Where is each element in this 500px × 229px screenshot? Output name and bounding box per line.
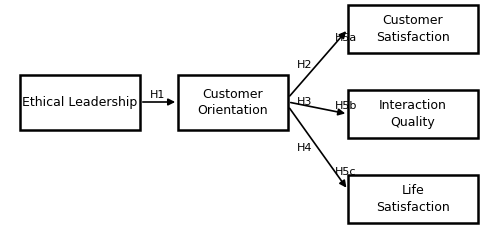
Text: H1: H1 (150, 90, 166, 100)
Bar (348, 175, 478, 223)
Bar (178, 75, 288, 130)
Text: H2: H2 (297, 60, 313, 70)
Text: Ethical Leadership: Ethical Leadership (22, 96, 138, 109)
Text: Life
Satisfaction: Life Satisfaction (376, 184, 450, 214)
Text: Interaction
Quality: Interaction Quality (379, 99, 447, 129)
Text: Customer
Satisfaction: Customer Satisfaction (376, 14, 450, 44)
Bar (348, 5, 478, 53)
Text: H5c: H5c (335, 167, 356, 177)
Bar (20, 75, 140, 130)
Text: Customer
Orientation: Customer Orientation (198, 87, 268, 117)
Text: H5a: H5a (335, 33, 357, 43)
Text: H5b: H5b (335, 101, 357, 111)
Text: H3: H3 (298, 97, 312, 107)
Bar (348, 90, 478, 138)
Text: H4: H4 (297, 143, 313, 153)
